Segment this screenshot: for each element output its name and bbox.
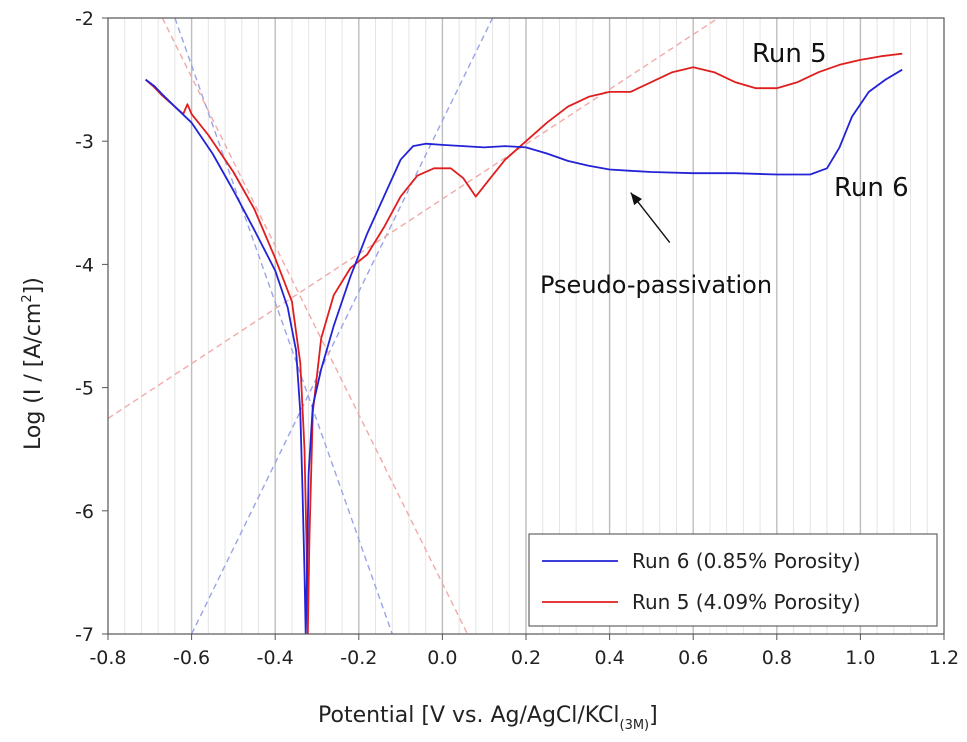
x-tick-label: -0.6 [173,647,210,669]
run5-label: Run 5 [752,39,827,69]
series-line-run5 [145,52,903,634]
tafel-extrapolation-lines [108,18,719,634]
y-tick-label: -2 [75,8,94,30]
y-axis-title: Log (I / [A/cm2]) [20,277,46,450]
legend-box [528,533,938,627]
tafel-line-0 [174,18,393,634]
x-tick-label: 0.2 [511,647,541,669]
y-tick-label: -7 [75,624,94,646]
x-tick-label: -0.8 [89,647,126,669]
y-axis-title-superscript: 2 [20,294,35,302]
x-tick-label: -0.2 [340,647,377,669]
legend-label-run6: Run 6 (0.85% Porosity) [632,549,861,573]
series-line-run6 [145,68,903,634]
x-axis-title-subscript: (3M) [620,718,650,733]
y-tick-label: -6 [75,501,94,523]
y-tick-label: -3 [75,131,94,153]
x-tick-label: 0.0 [427,647,457,669]
tafel-line-1 [190,18,494,634]
y-axis-title-end: ]) [21,277,46,294]
annotation-arrow-head [630,192,643,206]
pseudo-passivation-label: Pseudo-passivation [540,271,772,299]
x-tick-label: 1.2 [929,647,959,669]
tafel-line-2 [161,18,469,634]
x-axis-title-end: ] [649,703,658,728]
legend-label-run5: Run 5 (4.09% Porosity) [632,590,861,614]
y-tick-label: -5 [75,378,94,400]
legend: Run 6 (0.85% Porosity) Run 5 (4.09% Poro… [528,533,938,627]
tafel-line-3 [108,18,719,419]
annotation-arrow [630,192,671,243]
x-axis-title: Potential [V vs. Ag/AgCl/KCl(3M)] [318,703,658,733]
x-tick-label: 0.4 [594,647,624,669]
x-tick-label: 1.0 [845,647,875,669]
x-tick-label: 0.8 [762,647,792,669]
run6-label: Run 6 [834,173,909,203]
x-tick-label: -0.4 [257,647,294,669]
x-tick-label: 0.6 [678,647,708,669]
axis-ticks: -0.8 -0.6 -0.4 -0.2 0.0 0.2 0.4 0.6 0.8 1.0 1.2 -7 -… [75,8,959,669]
y-tick-label: -4 [75,254,94,276]
data-series [145,52,903,634]
